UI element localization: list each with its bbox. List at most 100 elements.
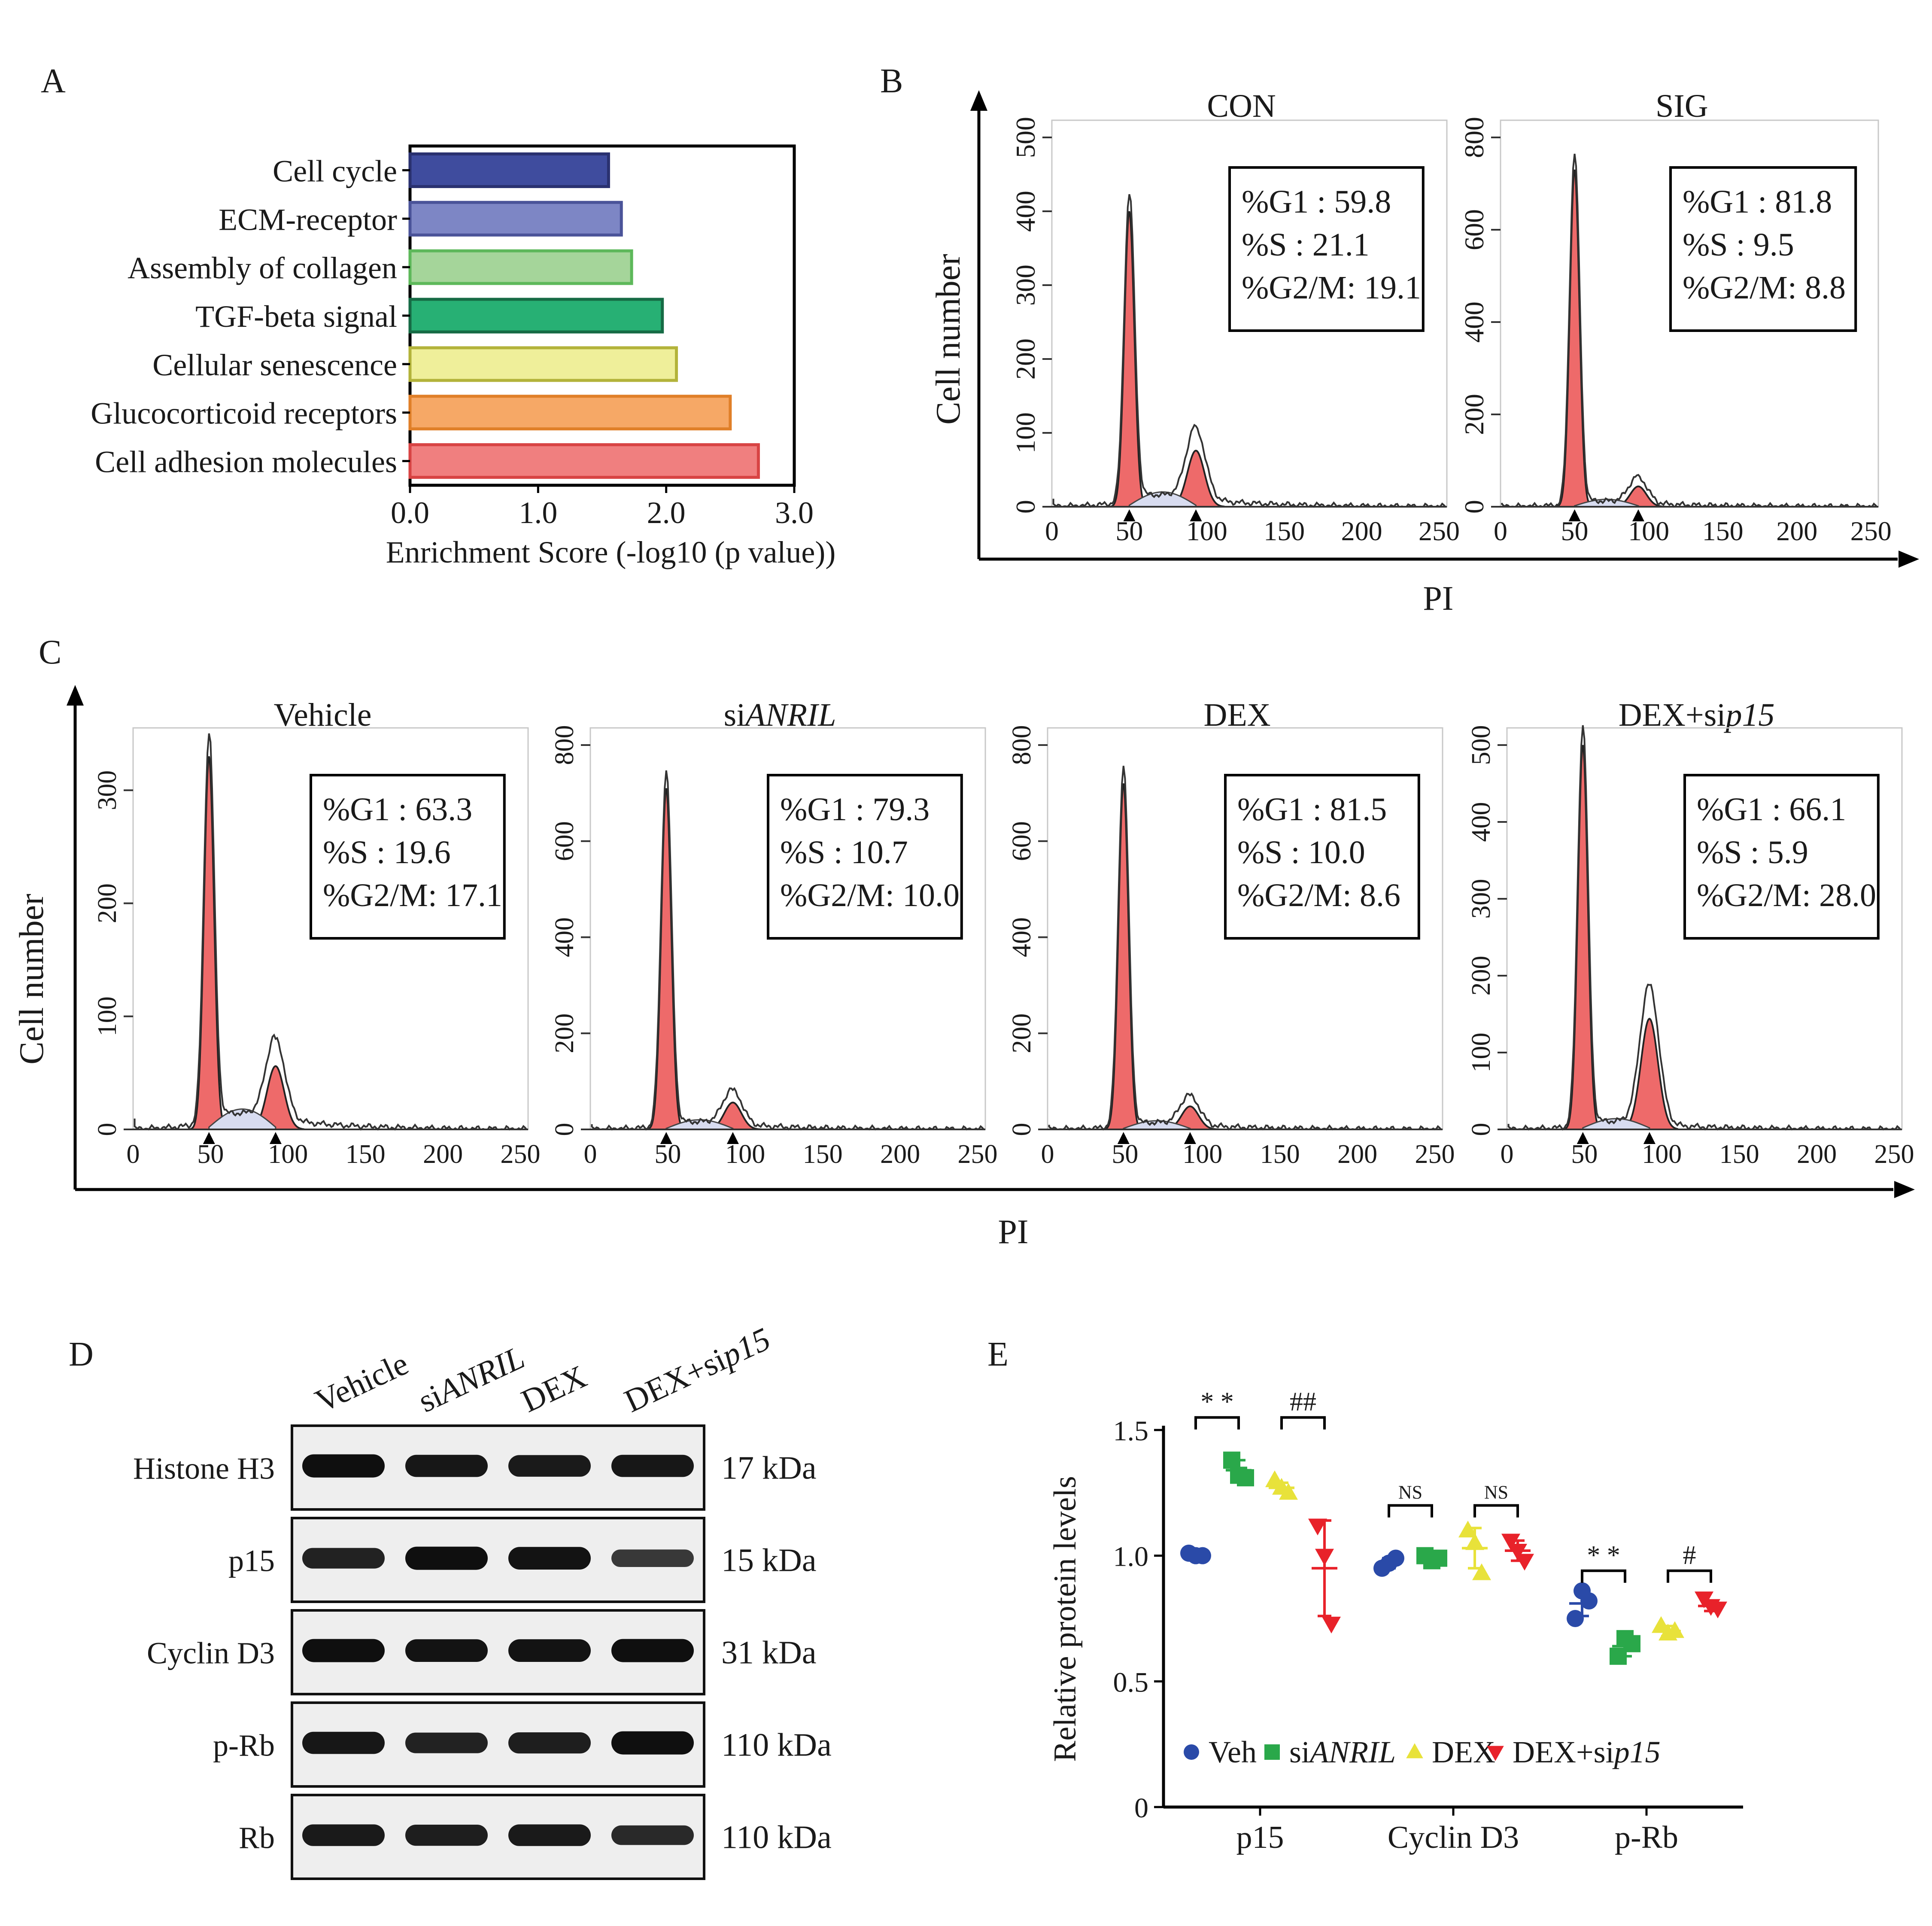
- lane-label-prefix: Vehicle: [310, 1345, 414, 1419]
- peak-marker: [1643, 1132, 1656, 1144]
- stats-box: [1228, 166, 1425, 332]
- stat-s: %S : 5.9: [1697, 834, 1808, 870]
- significance-bracket: [1194, 1416, 1240, 1430]
- y-tick-label: 0: [93, 1123, 122, 1136]
- bar: [408, 152, 610, 188]
- band: [405, 1546, 488, 1570]
- legend-label: Veh: [1209, 1735, 1257, 1769]
- g1-peak: [1106, 211, 1152, 508]
- data-point: [1580, 1592, 1598, 1610]
- y-axis-arrow: [67, 685, 84, 706]
- y-tick-label: 500: [1010, 117, 1041, 158]
- y-tick-label: 800: [1007, 725, 1036, 765]
- panel-c: C Cell number PI Vehicle 0 100 200 300 0 50 100 150…: [13, 633, 1915, 1251]
- histogram-title-prefix: DEX: [1203, 697, 1270, 733]
- stat-g1: %G1 : 66.1: [1697, 791, 1846, 828]
- g1-peak: [1553, 169, 1596, 508]
- y-tick-label: 600: [1459, 209, 1489, 250]
- significance-label: * *: [1200, 1387, 1234, 1417]
- histogram-title: DEX+sip15: [1619, 697, 1775, 733]
- g1-peak: [1101, 783, 1146, 1130]
- panel-letter-a: A: [41, 62, 66, 100]
- x-tick-label: 150: [1264, 516, 1305, 546]
- y-tick-label: 100: [93, 996, 122, 1036]
- stats-box: [310, 774, 506, 940]
- y-tick-label: 0: [1007, 1123, 1036, 1136]
- band: [508, 1732, 591, 1754]
- y-tick-label: 0.5: [1113, 1667, 1149, 1698]
- x-tick-label: 250: [1415, 1140, 1455, 1169]
- stat-g1: %G1 : 79.3: [780, 791, 930, 828]
- blot-row: p15 15 kDa: [228, 1517, 817, 1603]
- x-tick-label: 200: [1776, 516, 1817, 546]
- peak-marker: [1632, 509, 1644, 521]
- band: [611, 1549, 694, 1567]
- significance-bracket: [1581, 1569, 1626, 1583]
- y-tick-label: 300: [1467, 879, 1496, 919]
- band: [611, 1825, 694, 1845]
- peak-marker: [1117, 1132, 1130, 1144]
- legend-label-prefix: Veh: [1209, 1735, 1257, 1769]
- histogram-title-italic: ANRIL: [743, 697, 836, 733]
- x-tick-label: 0: [584, 1140, 597, 1169]
- category-label: Cell adhesion molecules: [95, 445, 397, 479]
- y-tick-label: 200: [1459, 394, 1489, 435]
- y-tick-label: 400: [1007, 917, 1036, 957]
- histogram-title-prefix: si: [724, 697, 746, 733]
- bar: [408, 346, 678, 382]
- stat-g2m: %G2/M: 19.1: [1242, 270, 1421, 306]
- peak-marker: [660, 1132, 672, 1144]
- y-tick-label: 400: [1459, 301, 1489, 343]
- band: [405, 1825, 488, 1846]
- x-tick-label: Cyclin D3: [1388, 1820, 1519, 1855]
- y-tick-label: 500: [1467, 725, 1496, 765]
- g1-peak: [644, 788, 689, 1130]
- stats-box: [767, 774, 963, 940]
- legend-label-prefix: si: [1289, 1735, 1310, 1769]
- stat-g1: %G1 : 81.8: [1683, 184, 1832, 220]
- y-tick-label: 800: [550, 725, 579, 765]
- category-label: Cell cycle: [273, 154, 397, 188]
- peak-marker: [1568, 509, 1581, 521]
- histogram-title: Vehicle: [274, 697, 372, 733]
- blot-kda: 110 kDa: [721, 1727, 832, 1763]
- band: [302, 1548, 385, 1569]
- category-label: Glucocorticoid receptors: [91, 396, 397, 431]
- s-phase-region: [208, 1108, 276, 1130]
- band: [508, 1547, 591, 1570]
- histogram-title: DEX: [1203, 697, 1270, 733]
- band: [302, 1454, 385, 1478]
- lane-label: Vehicle: [310, 1345, 414, 1419]
- s-phase-region: [1128, 491, 1197, 508]
- stats-box: [1669, 166, 1857, 332]
- stats-box: [1224, 774, 1420, 940]
- blot-row: Histone H3 17 kDa: [133, 1424, 817, 1511]
- stat-g2m: %G2/M: 17.1: [323, 877, 502, 913]
- stat-g1: %G1 : 81.5: [1237, 791, 1387, 828]
- y-axis-label: Cell number: [13, 894, 51, 1065]
- band: [611, 1639, 694, 1662]
- bar: [408, 443, 760, 479]
- x-tick-label: 150: [803, 1140, 843, 1169]
- band: [302, 1731, 385, 1754]
- category-label: Cellular senescence: [152, 348, 397, 382]
- y-tick-label: 300: [93, 770, 122, 810]
- legend-label-italic: ANRIL: [1308, 1735, 1396, 1769]
- data-point: [1501, 1533, 1520, 1551]
- panel-e: E 0 0.5 1.0 1.5 Relative protein levels p15 Cyc…: [987, 1336, 1743, 1855]
- blot-kda: 17 kDa: [721, 1450, 817, 1486]
- histogram-title-prefix: DEX+si: [1619, 697, 1726, 733]
- y-tick-label: 200: [1467, 956, 1496, 996]
- significance-label: NS: [1484, 1482, 1508, 1503]
- band: [508, 1824, 591, 1846]
- x-axis-label: PI: [1423, 580, 1453, 618]
- y-tick-label: 600: [550, 821, 579, 861]
- raw-histogram: [134, 733, 527, 1131]
- x-tick-label: 100: [1182, 1140, 1222, 1169]
- x-tick-label: 0: [1045, 516, 1059, 546]
- blot-row: Rb 110 kDa: [239, 1794, 832, 1880]
- y-tick-label: 200: [93, 883, 122, 923]
- significance-label: #: [1683, 1541, 1696, 1570]
- x-tick-label: 200: [1341, 516, 1382, 546]
